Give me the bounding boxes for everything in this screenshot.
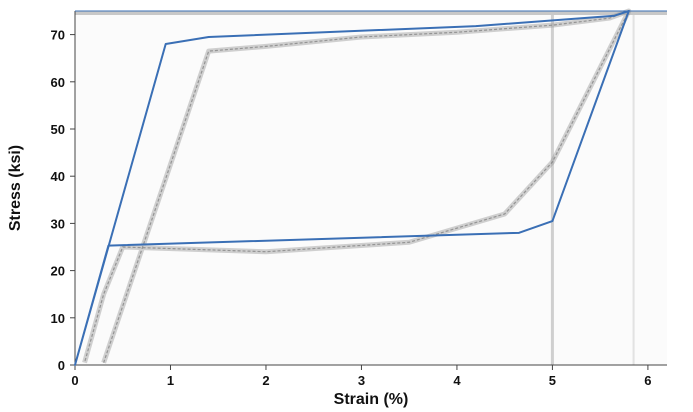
series-point — [164, 43, 167, 45]
y-tick-label: 30 — [51, 216, 65, 231]
plot-area — [75, 11, 667, 365]
series-group — [74, 10, 630, 366]
y-tick-label: 0 — [58, 358, 65, 373]
axes — [70, 10, 667, 370]
y-tick-label: 20 — [51, 264, 65, 279]
y-tick-label: 60 — [51, 75, 65, 90]
series-line — [74, 10, 630, 366]
series-point — [613, 14, 616, 17]
y-tick-label: 40 — [51, 169, 65, 184]
x-axis-title: Strain (%) — [334, 391, 409, 408]
x-tick-label: 5 — [549, 373, 556, 388]
x-tick-label: 4 — [453, 373, 461, 388]
series-point — [551, 220, 554, 222]
y-tick-label: 70 — [51, 28, 65, 43]
x-tick-label: 6 — [644, 373, 651, 388]
x-tick-label: 3 — [358, 373, 365, 388]
series-point — [475, 25, 477, 27]
plot-background — [75, 11, 667, 365]
series-point — [207, 36, 210, 38]
series-point — [628, 10, 630, 12]
x-tick-label: 0 — [71, 373, 78, 388]
y-tick-label: 10 — [51, 311, 65, 326]
series-point — [107, 244, 110, 247]
y-tick-label: 50 — [51, 122, 65, 137]
series-point — [518, 232, 520, 234]
series-point — [74, 364, 76, 366]
y-axis-title: Stress (ksi) — [7, 145, 24, 231]
x-tick-label: 1 — [167, 373, 174, 388]
x-tick-label: 2 — [262, 373, 269, 388]
